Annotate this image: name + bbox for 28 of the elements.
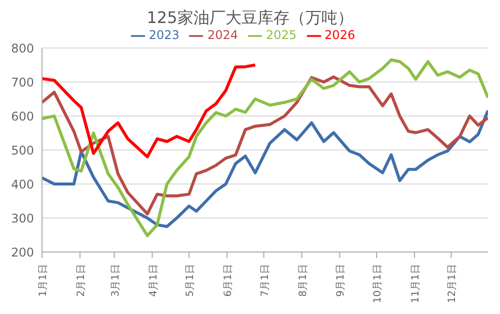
line-series xyxy=(42,58,488,238)
legend-label: 2026 xyxy=(324,28,356,42)
x-tick-label: 1月1日 xyxy=(38,264,49,297)
line-series xyxy=(42,109,488,228)
legend-label: 2025 xyxy=(266,28,297,42)
x-tick-label: 6月1日 xyxy=(223,264,234,297)
x-tick-label: 3月1日 xyxy=(110,264,122,297)
x-tick-label: 12月1日 xyxy=(447,264,458,304)
x-tick-label: 4月1日 xyxy=(148,264,160,297)
x-tick-label: 9月1日 xyxy=(336,264,347,297)
x-tick-label: 10月1日 xyxy=(372,264,384,304)
x-tick-label: 8月1日 xyxy=(298,264,309,297)
x-tick-label: 7月1日 xyxy=(260,264,271,297)
y-tick-label: 700 xyxy=(11,75,34,90)
legend-label: 2024 xyxy=(207,28,238,42)
x-tick-label: 2月1日 xyxy=(76,264,87,297)
y-tick-label: 300 xyxy=(11,211,34,226)
y-tick-label: 600 xyxy=(11,109,34,124)
y-tick-label: 800 xyxy=(11,41,34,56)
line-series xyxy=(42,64,257,158)
legend-label: 2023 xyxy=(148,28,180,42)
y-tick-label: 400 xyxy=(11,177,34,192)
x-tick-label: 5月1日 xyxy=(185,264,196,297)
line-series xyxy=(42,75,488,216)
x-tick-label: 11月1日 xyxy=(410,264,422,304)
y-tick-label: 500 xyxy=(11,143,34,158)
y-tick-label: 200 xyxy=(11,245,34,260)
chart-title: 125家油厂大豆库存（万吨） xyxy=(146,8,354,28)
